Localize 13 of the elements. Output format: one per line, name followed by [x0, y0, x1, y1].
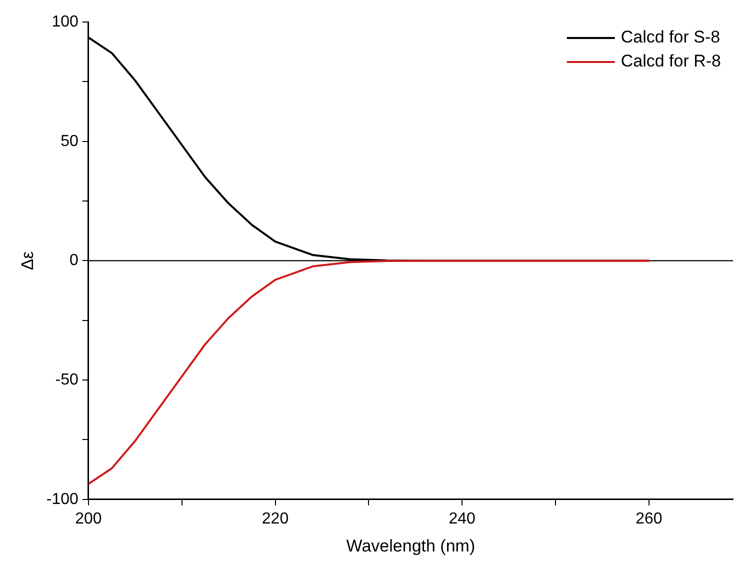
x-axis-title: Wavelength (nm) — [346, 536, 476, 556]
y-tick-label: 50 — [60, 132, 79, 150]
y-axis-title: Δε — [18, 250, 37, 270]
legend-label: Calcd for S-8 — [620, 28, 720, 47]
legend-label: Calcd for R-8 — [620, 52, 721, 71]
y-tick-label: 0 — [70, 252, 79, 270]
x-tick-label: 240 — [448, 510, 476, 528]
x-tick-label: 200 — [75, 510, 102, 528]
x-tick-label: 220 — [262, 510, 289, 528]
x-tick-label: 260 — [636, 510, 662, 528]
y-tick-label: 100 — [52, 13, 79, 30]
y-tick-label: -100 — [46, 490, 79, 508]
y-tick-label: -50 — [55, 371, 79, 388]
